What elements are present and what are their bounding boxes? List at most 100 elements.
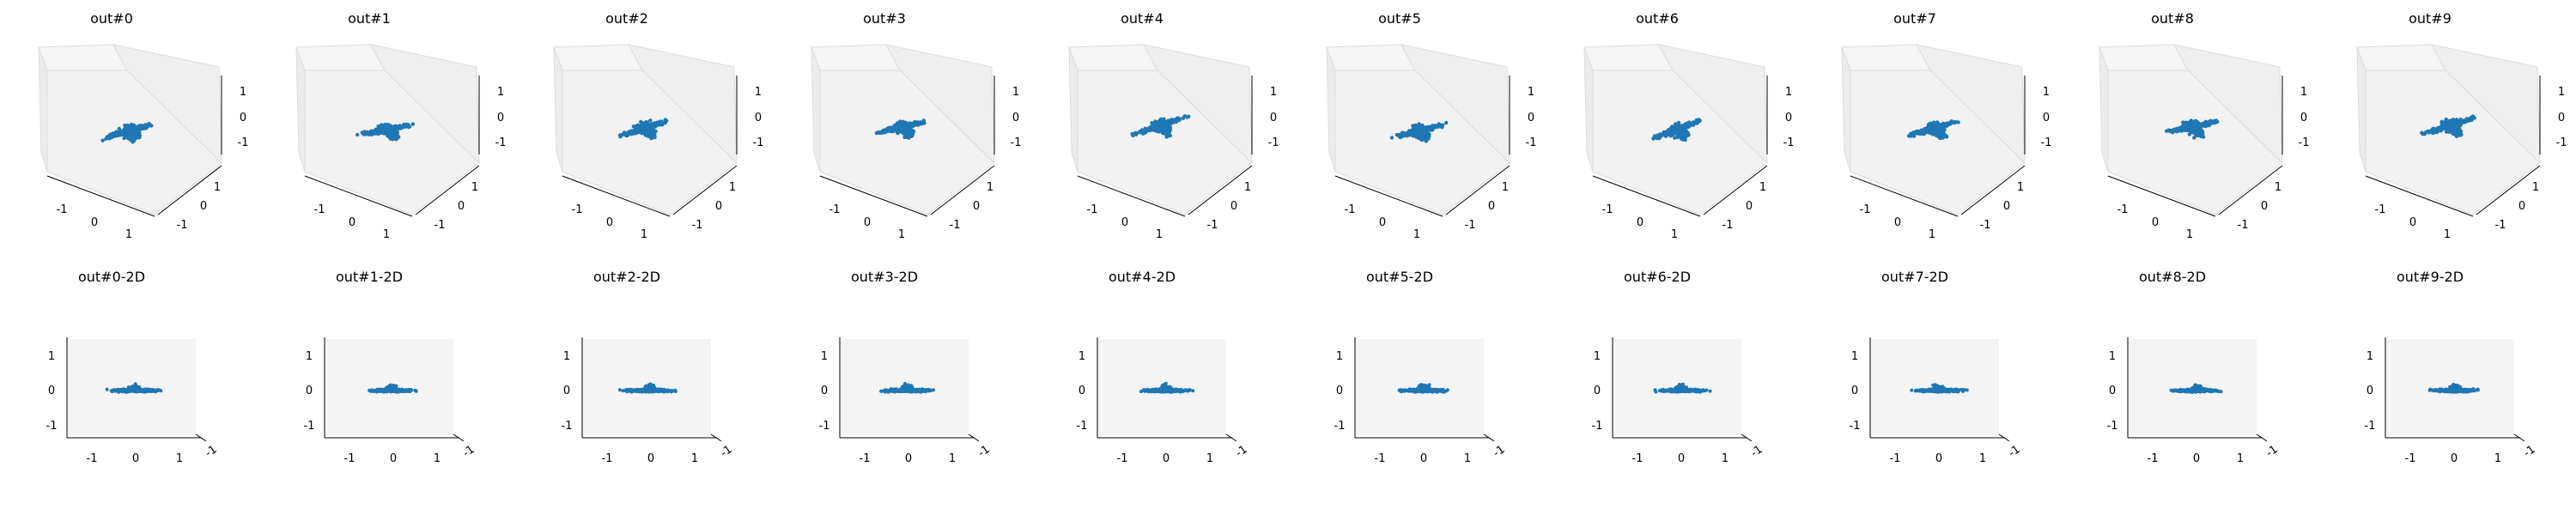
- data-point: [395, 124, 399, 130]
- data-point: [638, 130, 642, 134]
- chart-title: out#5: [1378, 10, 1421, 27]
- z-tick-label: 1: [1528, 86, 1534, 99]
- data-point: [1928, 121, 1933, 125]
- data-point: [129, 122, 134, 127]
- data-point: [895, 126, 899, 131]
- y-tick-label: 1: [1502, 181, 1509, 194]
- x-tick-label: -1: [2375, 203, 2386, 216]
- data-point: [1431, 128, 1435, 132]
- data-point: [885, 129, 890, 134]
- data-point: [388, 133, 392, 137]
- z-tick-label: -1: [1268, 136, 1279, 149]
- data-point: [137, 124, 143, 128]
- data-point: [100, 138, 105, 142]
- y-tick-label: 0: [2261, 200, 2268, 213]
- data-point: [644, 124, 648, 129]
- y-tick-label: -1: [1980, 219, 1991, 232]
- data-point: [2196, 125, 2200, 130]
- back-pane: [1326, 44, 1416, 71]
- x-tick-label: 0: [606, 216, 613, 229]
- data-point: [1139, 129, 1145, 133]
- data-point: [131, 129, 135, 133]
- data-point: [2178, 126, 2182, 130]
- data-point: [1942, 134, 1947, 139]
- data-point: [1915, 131, 1919, 136]
- z-tick-label: 1: [1012, 86, 1019, 99]
- x-tick-label: 1: [2186, 228, 2193, 241]
- back-pane: [38, 44, 128, 71]
- data-point: [1956, 120, 1960, 124]
- left-pane: [1583, 46, 1594, 173]
- data-point: [2192, 136, 2196, 140]
- y-tick-label: 0: [1488, 200, 1495, 213]
- y-tick-label: -1: [177, 219, 188, 232]
- y-tick-label: 0: [1230, 200, 1237, 213]
- left-pane: [38, 46, 48, 173]
- chart-title: out#3: [863, 10, 906, 27]
- back-pane: [553, 44, 643, 71]
- x-tick-label: -1: [314, 203, 325, 216]
- data-point: [1666, 131, 1670, 136]
- chart-title: out#7: [1893, 10, 1936, 27]
- data-point: [1421, 131, 1425, 136]
- data-point: [377, 128, 382, 133]
- data-point: [653, 122, 657, 126]
- y-tick-label: -1: [1465, 219, 1476, 232]
- x-tick-label: 1: [2444, 228, 2451, 241]
- x-tick-label: 1: [383, 228, 390, 241]
- x-tick-label: -1: [1602, 203, 1613, 216]
- data-point: [1937, 128, 1941, 132]
- data-point: [647, 127, 651, 131]
- data-point: [1692, 121, 1696, 126]
- data-point: [624, 133, 629, 138]
- left-pane: [553, 46, 563, 173]
- y-tick-label: 1: [2017, 181, 2024, 194]
- x-tick-label: 1: [641, 228, 647, 241]
- x-tick-label: 0: [864, 216, 871, 229]
- data-point: [2213, 119, 2217, 124]
- y-axis-line: [157, 165, 222, 215]
- x-tick-label: 0: [1637, 216, 1643, 229]
- z-tick-label: 1: [755, 86, 762, 99]
- x-tick-label: 1: [1156, 228, 1163, 241]
- z-tick-label: 1: [1785, 86, 1792, 99]
- data-point: [1389, 136, 1394, 140]
- x-tick-label: -1: [1345, 203, 1356, 216]
- data-point: [1181, 116, 1186, 120]
- data-point: [355, 132, 360, 137]
- panel-3d: out#6-101-101-101: [1583, 10, 1794, 241]
- data-point: [106, 134, 110, 139]
- z-tick-label: -1: [2041, 136, 2052, 149]
- z-tick-label: 1: [2300, 86, 2307, 99]
- z-tick-label: 0: [2043, 112, 2050, 124]
- chart-title: out#4: [1121, 10, 1163, 27]
- data-point: [650, 136, 654, 140]
- left-pane: [811, 46, 821, 173]
- data-point: [1401, 133, 1406, 137]
- data-point: [136, 134, 141, 139]
- data-point: [618, 135, 623, 139]
- data-point: [905, 127, 909, 132]
- left-pane: [1068, 46, 1078, 173]
- x-tick-label: 0: [2409, 216, 2416, 229]
- x-tick-label: 1: [125, 228, 132, 241]
- panel-3d: out#9-101-101-101: [2356, 10, 2567, 241]
- data-point: [1159, 118, 1163, 122]
- data-point: [122, 130, 126, 135]
- z-tick-label: 0: [755, 112, 762, 124]
- y-tick-label: -1: [2495, 219, 2506, 232]
- z-tick-label: 0: [1270, 112, 1277, 124]
- data-point: [1675, 127, 1680, 131]
- back-pane: [1841, 44, 1931, 71]
- data-point: [144, 124, 149, 130]
- data-point: [652, 131, 656, 136]
- data-point: [386, 127, 391, 132]
- data-point: [1687, 124, 1692, 128]
- data-point: [397, 135, 401, 139]
- data-point: [125, 124, 130, 129]
- back-pane: [2356, 44, 2446, 71]
- data-point: [1939, 131, 1943, 136]
- x-tick-label: 1: [1671, 228, 1678, 241]
- panel-3d: out#1-101-101-101: [295, 10, 506, 241]
